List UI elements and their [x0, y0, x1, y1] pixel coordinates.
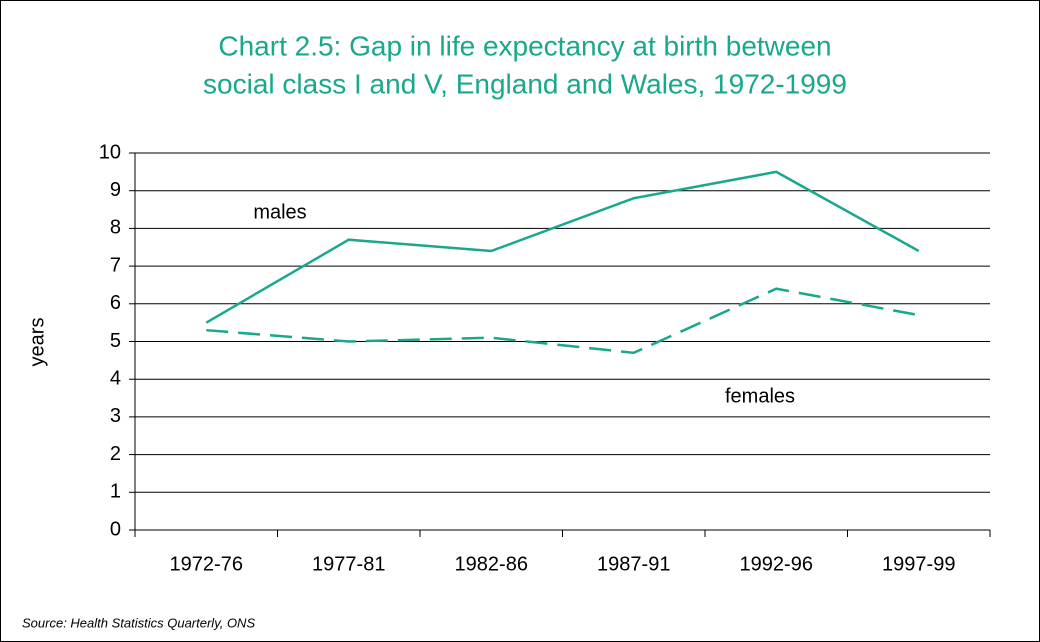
- series-label: males: [253, 201, 306, 223]
- source-note: Source: Health Statistics Quarterly, ONS: [22, 615, 255, 630]
- y-tick-label: 5: [110, 330, 121, 352]
- series-line: [205, 170, 920, 324]
- y-tick-label: 6: [110, 292, 121, 314]
- y-tick-label: 0: [110, 518, 121, 540]
- x-tick-label: 1997-99: [882, 553, 955, 575]
- y-tick-label: 1: [110, 481, 121, 503]
- y-tick-label: 8: [110, 217, 121, 239]
- y-tick-label: 4: [110, 367, 121, 389]
- chart-title: social class I and V, England and Wales,…: [203, 68, 847, 99]
- y-tick-label: 10: [99, 141, 121, 163]
- series-label: females: [725, 385, 795, 407]
- x-tick-label: 1982-86: [455, 553, 528, 575]
- x-tick-label: 1987-91: [597, 553, 670, 575]
- x-tick-label: 1972-76: [170, 553, 243, 575]
- y-tick-label: 2: [110, 443, 121, 465]
- y-axis-label: years: [26, 318, 48, 367]
- chart-title: Chart 2.5: Gap in life expectancy at bir…: [218, 30, 831, 61]
- series-line: [206, 287, 919, 355]
- y-tick-label: 9: [110, 179, 121, 201]
- x-tick-label: 1977-81: [312, 553, 385, 575]
- y-tick-label: 7: [110, 254, 121, 276]
- x-tick-label: 1992-96: [740, 553, 813, 575]
- y-tick-label: 3: [110, 405, 121, 427]
